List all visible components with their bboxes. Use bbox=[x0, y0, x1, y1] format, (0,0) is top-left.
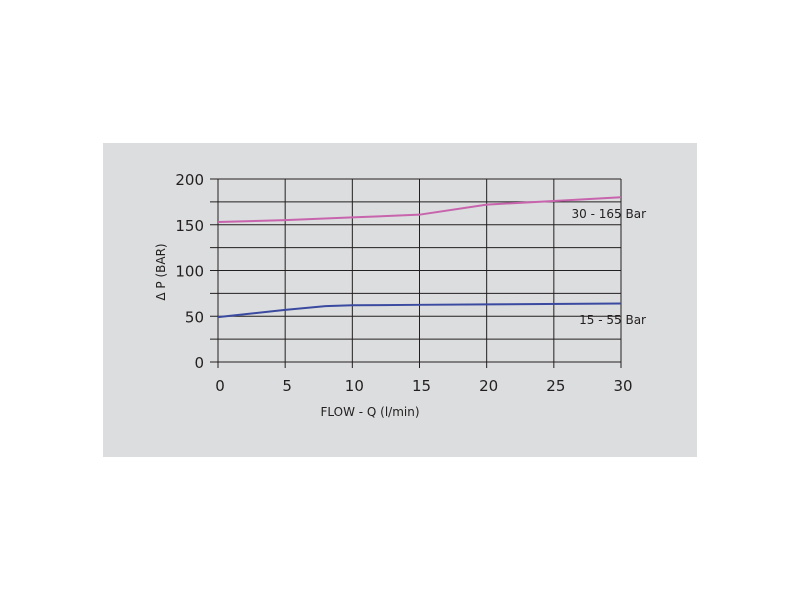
series-label: 15 - 55 Bar bbox=[579, 313, 646, 327]
series-line bbox=[217, 196, 622, 224]
series-line bbox=[217, 302, 622, 319]
x-tick-label: 20 bbox=[479, 377, 498, 395]
x-tick-label: 25 bbox=[546, 377, 565, 395]
y-axis-label: Δ P (BAR) bbox=[154, 243, 168, 300]
chart-panel bbox=[103, 143, 697, 457]
x-tick-label: 10 bbox=[345, 377, 364, 395]
y-tick-label: 200 bbox=[175, 171, 204, 189]
y-tick-label: 50 bbox=[185, 308, 204, 326]
x-tick-label: 5 bbox=[282, 377, 292, 395]
y-tick-label: 100 bbox=[175, 263, 204, 281]
x-tick-label: 15 bbox=[412, 377, 431, 395]
x-tick-label: 30 bbox=[613, 377, 632, 395]
series-label: 30 - 165 Bar bbox=[572, 207, 647, 221]
x-tick-label: 0 bbox=[215, 377, 225, 395]
y-tick-label: 0 bbox=[194, 354, 204, 372]
x-axis-label: FLOW - Q (l/min) bbox=[320, 405, 419, 419]
y-tick-label: 150 bbox=[175, 217, 204, 235]
